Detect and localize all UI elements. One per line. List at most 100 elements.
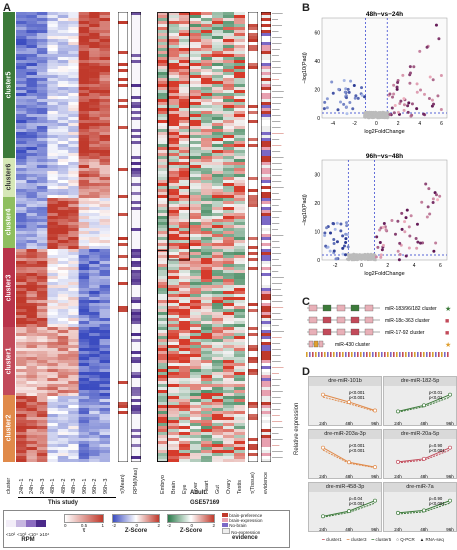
heatmap-cell xyxy=(36,189,48,193)
heatmap-cell xyxy=(36,378,48,382)
heatmap-cell xyxy=(99,234,110,238)
heatmap-cell xyxy=(89,411,100,415)
heatmap-cell xyxy=(47,183,59,187)
heatmap-cell xyxy=(36,381,48,385)
heatmap-cell xyxy=(47,117,59,121)
adult-cell xyxy=(190,120,202,124)
adult-cell xyxy=(212,363,224,367)
adult-cell xyxy=(157,267,169,271)
adult-cell xyxy=(201,342,213,346)
heatmap-cell xyxy=(16,240,27,244)
adult-cell xyxy=(179,198,191,202)
tau-cell xyxy=(118,243,128,247)
heatmap-cell xyxy=(16,402,27,406)
heatmap-cell xyxy=(78,81,90,85)
adult-cell xyxy=(179,456,191,460)
adult-column-label: Brain xyxy=(171,481,177,494)
adult-cell xyxy=(157,138,169,142)
heatmap-cell xyxy=(89,348,100,352)
heatmap-cell xyxy=(47,285,59,289)
heatmap-cell xyxy=(99,423,110,427)
adult-cell xyxy=(223,246,235,250)
adult-cell xyxy=(157,129,169,133)
evidence-cell xyxy=(261,456,271,460)
adult-cell xyxy=(168,201,180,205)
heatmap-cell xyxy=(78,240,90,244)
adult-cell xyxy=(157,297,169,301)
rpm-tick: ≥10⁴ xyxy=(39,532,50,537)
evidence-column xyxy=(261,12,271,462)
heatmap-cell xyxy=(26,84,38,88)
y-tick: 0 xyxy=(317,116,320,122)
mir430-copy xyxy=(438,352,440,357)
heatmap-cell xyxy=(47,381,59,385)
mir430-copy xyxy=(444,352,446,357)
heatmap-cell xyxy=(26,438,38,442)
adult-cell xyxy=(234,24,245,28)
heatmap-cell xyxy=(26,231,38,235)
adult-cell xyxy=(168,414,180,418)
heatmap-cell xyxy=(16,117,27,121)
adult-cell xyxy=(157,210,169,214)
adult-cell xyxy=(157,189,169,193)
tissue-tau-cell xyxy=(248,27,258,31)
adult-cell xyxy=(234,66,245,70)
heatmap-cell xyxy=(26,435,38,439)
heatmap-cell xyxy=(36,228,48,232)
adult-cell xyxy=(201,33,213,37)
heatmap-cell xyxy=(78,78,90,82)
adult-cell xyxy=(190,384,202,388)
adult-cell xyxy=(168,435,180,439)
heatmap-cell xyxy=(57,69,69,73)
heatmap-cell xyxy=(99,375,110,379)
heatmap-cell xyxy=(99,381,110,385)
tau-cell xyxy=(118,444,128,448)
this-study-label: This study xyxy=(48,500,79,506)
heatmap-cell xyxy=(36,144,48,148)
heatmap-cell xyxy=(26,72,38,76)
evidence-cell xyxy=(261,315,271,319)
adult-cell xyxy=(234,378,245,382)
evidence-cell xyxy=(261,12,271,16)
adult-cell xyxy=(190,48,202,52)
p-value: p<0.001 xyxy=(429,448,445,453)
heatmap-cell xyxy=(99,297,110,301)
adult-cell xyxy=(157,447,169,451)
heatmap-cell xyxy=(89,369,100,373)
heatmap-cell xyxy=(36,207,48,211)
tissue-tau-cell xyxy=(248,153,258,157)
adult-cell xyxy=(157,84,169,88)
rpm-cell xyxy=(131,327,141,331)
adult-cell xyxy=(223,357,235,361)
heatmap-cell xyxy=(78,237,90,241)
evidence-cell xyxy=(261,444,271,448)
adult-cell xyxy=(179,87,191,91)
heatmap-cell xyxy=(89,342,100,346)
heatmap-cell xyxy=(68,75,79,79)
rpm-cell xyxy=(131,153,141,157)
evidence-cell xyxy=(261,384,271,388)
heatmap-cell xyxy=(57,438,69,442)
point xyxy=(336,108,340,112)
adult-cell xyxy=(190,204,202,208)
adult-cell xyxy=(223,147,235,151)
heatmap-cell xyxy=(26,309,38,313)
heatmap-cell xyxy=(99,165,110,169)
adult-cell xyxy=(201,72,213,76)
adult-cell xyxy=(234,333,245,337)
heatmap-cell xyxy=(26,318,38,322)
adult-cell xyxy=(234,87,245,91)
rpm-column-label: RPM(Max) xyxy=(133,467,139,494)
adult-cell xyxy=(190,144,202,148)
point xyxy=(325,97,329,101)
heatmap-cell xyxy=(99,306,110,310)
adult-cell xyxy=(190,66,202,70)
evidence-cell xyxy=(261,93,271,97)
adult-cell xyxy=(179,261,191,265)
heatmap-cell xyxy=(36,168,48,172)
heatmap-cell xyxy=(57,234,69,238)
rpm-cell xyxy=(131,315,141,319)
tissue-tau-cell xyxy=(248,159,258,163)
tau-cell xyxy=(118,399,128,403)
heatmap-cell xyxy=(47,444,59,448)
